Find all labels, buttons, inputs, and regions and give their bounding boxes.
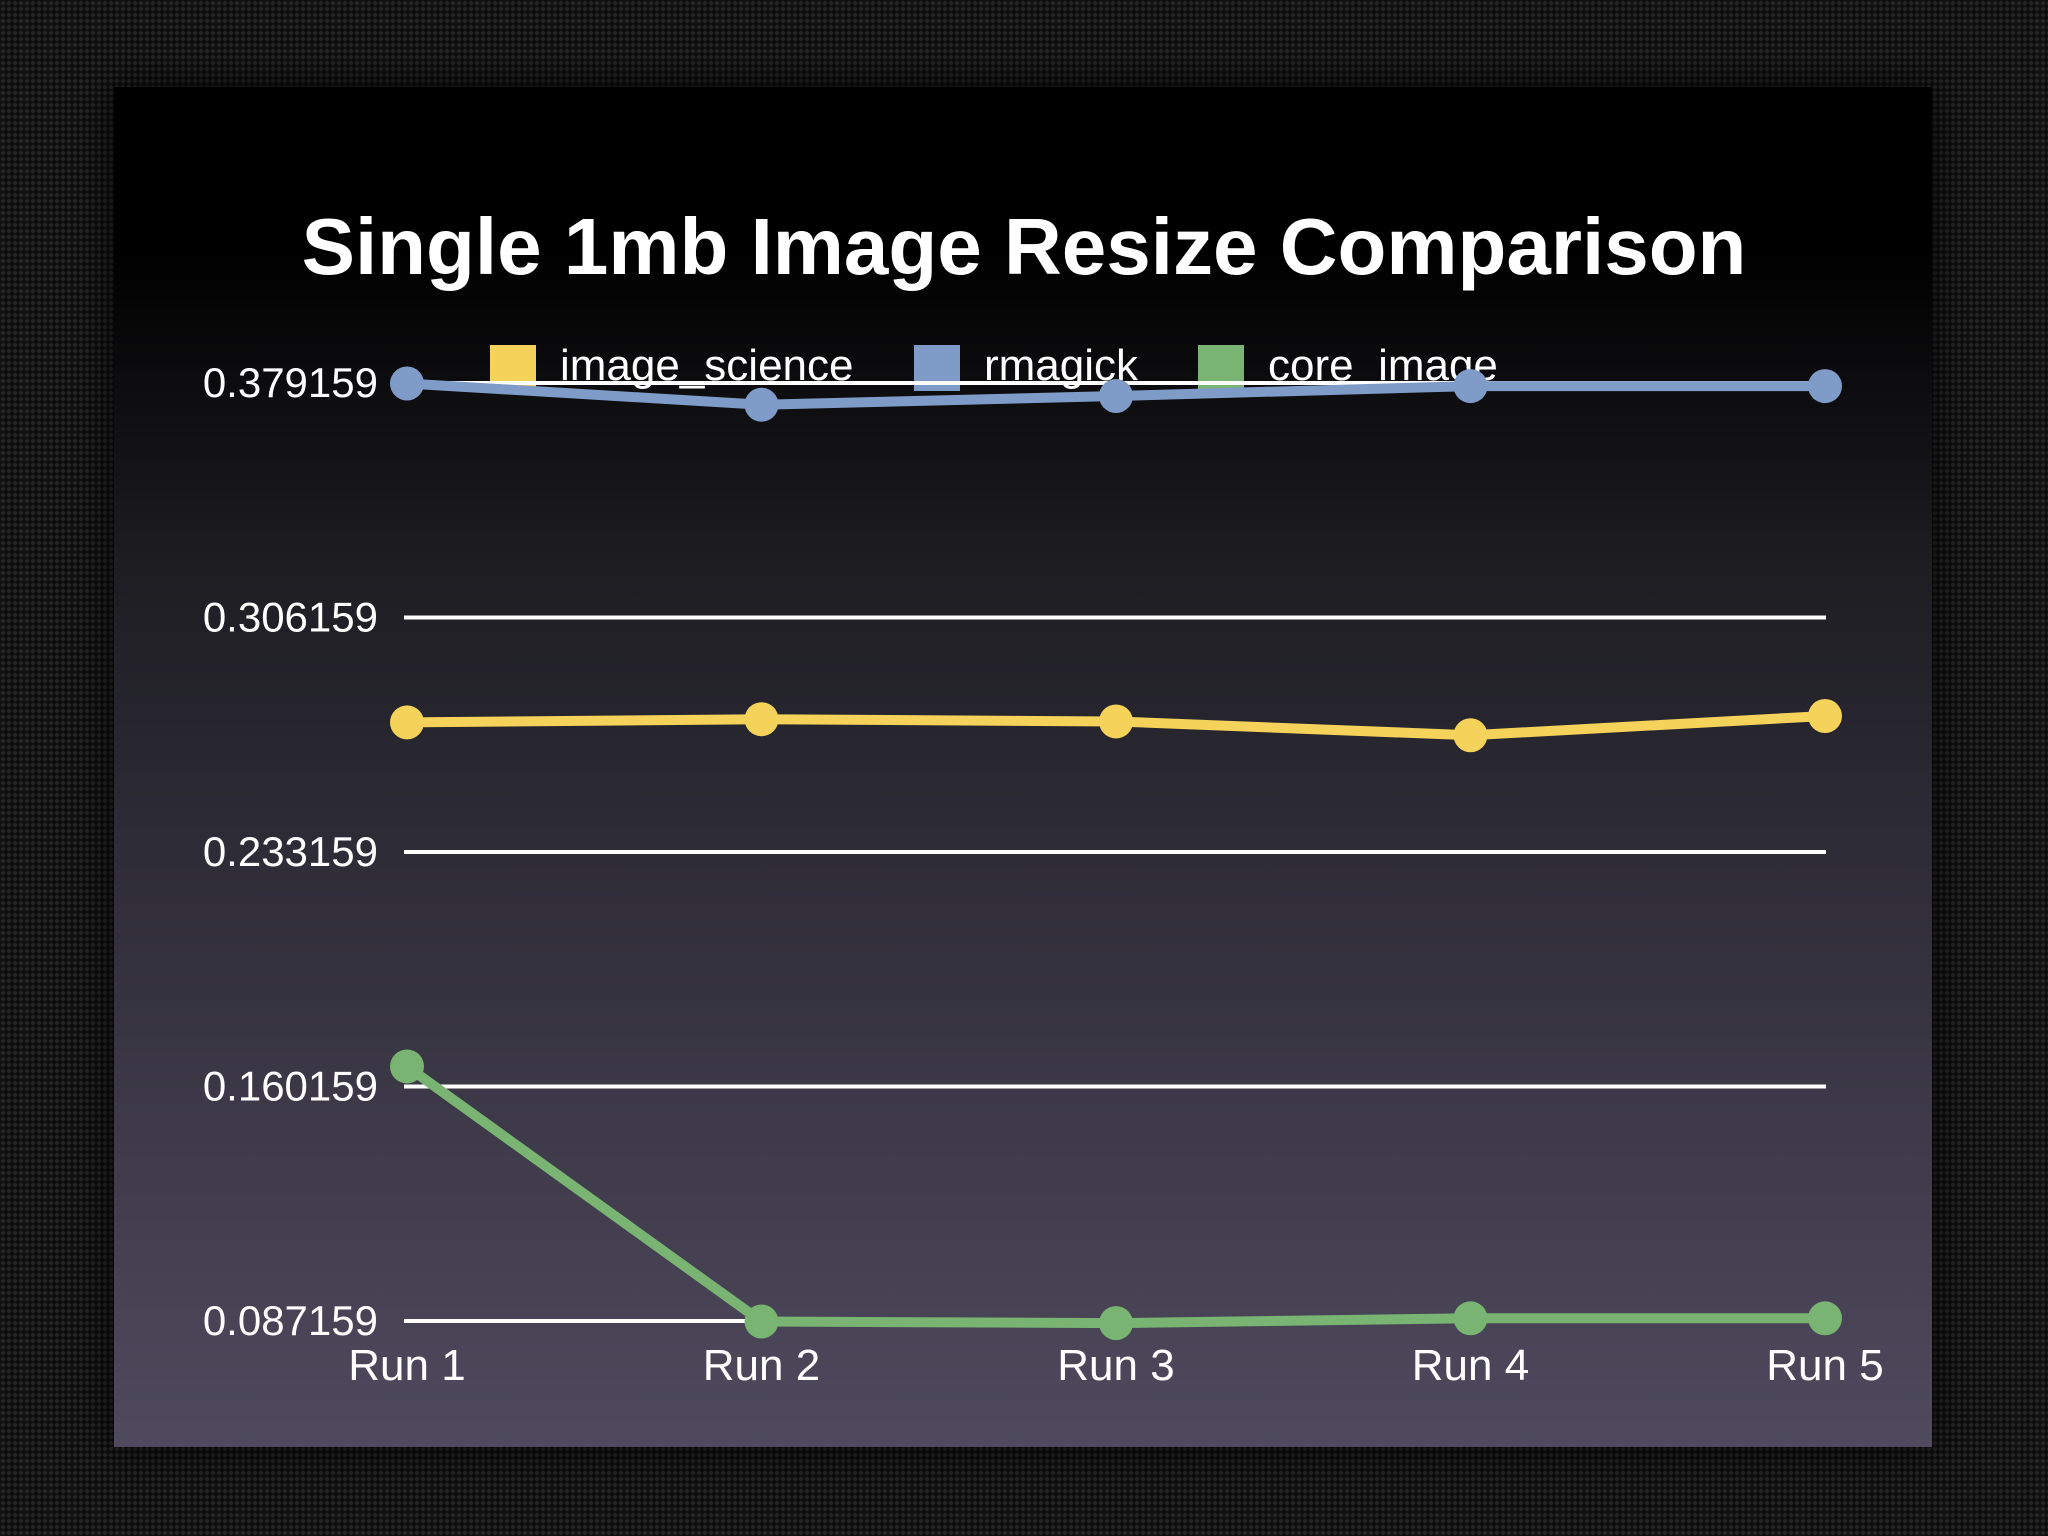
data-point-core_image [1453, 1301, 1488, 1336]
x-tick-label: Run 3 [1057, 1341, 1174, 1390]
y-tick-label: 0.306159 [203, 594, 378, 641]
x-tick-label: Run 4 [1412, 1341, 1529, 1390]
series-line-core_image [402, 1061, 1830, 1329]
chart-panel: Single 1mb Image Resize Comparison image… [114, 87, 1932, 1447]
x-tick-label: Run 2 [703, 1341, 820, 1390]
data-point-rmagick [744, 387, 779, 422]
data-point-core_image [744, 1304, 779, 1339]
x-tick-label: Run 5 [1766, 1341, 1883, 1390]
data-point-image_science [744, 702, 779, 737]
data-point-image_science [1808, 698, 1842, 733]
grid-lines [404, 381, 1826, 1323]
data-point-rmagick [1099, 379, 1133, 414]
data-point-image_science [1099, 704, 1133, 739]
series-points [390, 366, 1842, 1341]
y-tick-label: 0.233159 [203, 828, 378, 875]
data-point-rmagick [1453, 369, 1488, 404]
x-tick-label: Run 1 [348, 1341, 465, 1390]
data-point-image_science [1453, 718, 1488, 753]
data-point-core_image [1099, 1306, 1133, 1341]
line-chart: Single 1mb Image Resize Comparison image… [203, 202, 1884, 1390]
y-tick-label: 0.087159 [203, 1297, 378, 1344]
data-point-rmagick [1808, 369, 1842, 404]
data-point-core_image [1808, 1301, 1842, 1336]
chart-title: Single 1mb Image Resize Comparison [302, 202, 1747, 291]
data-point-rmagick [390, 366, 424, 401]
data-point-core_image [390, 1049, 424, 1084]
y-tick-label: 0.379159 [203, 359, 378, 406]
x-axis-labels: Run 1 Run 2 Run 3 Run 4 Run 5 [348, 1341, 1883, 1390]
data-point-image_science [390, 705, 424, 740]
y-axis-labels: 0.087159 0.160159 0.233159 0.306159 0.379159 [203, 359, 378, 1344]
y-tick-label: 0.160159 [203, 1063, 378, 1110]
